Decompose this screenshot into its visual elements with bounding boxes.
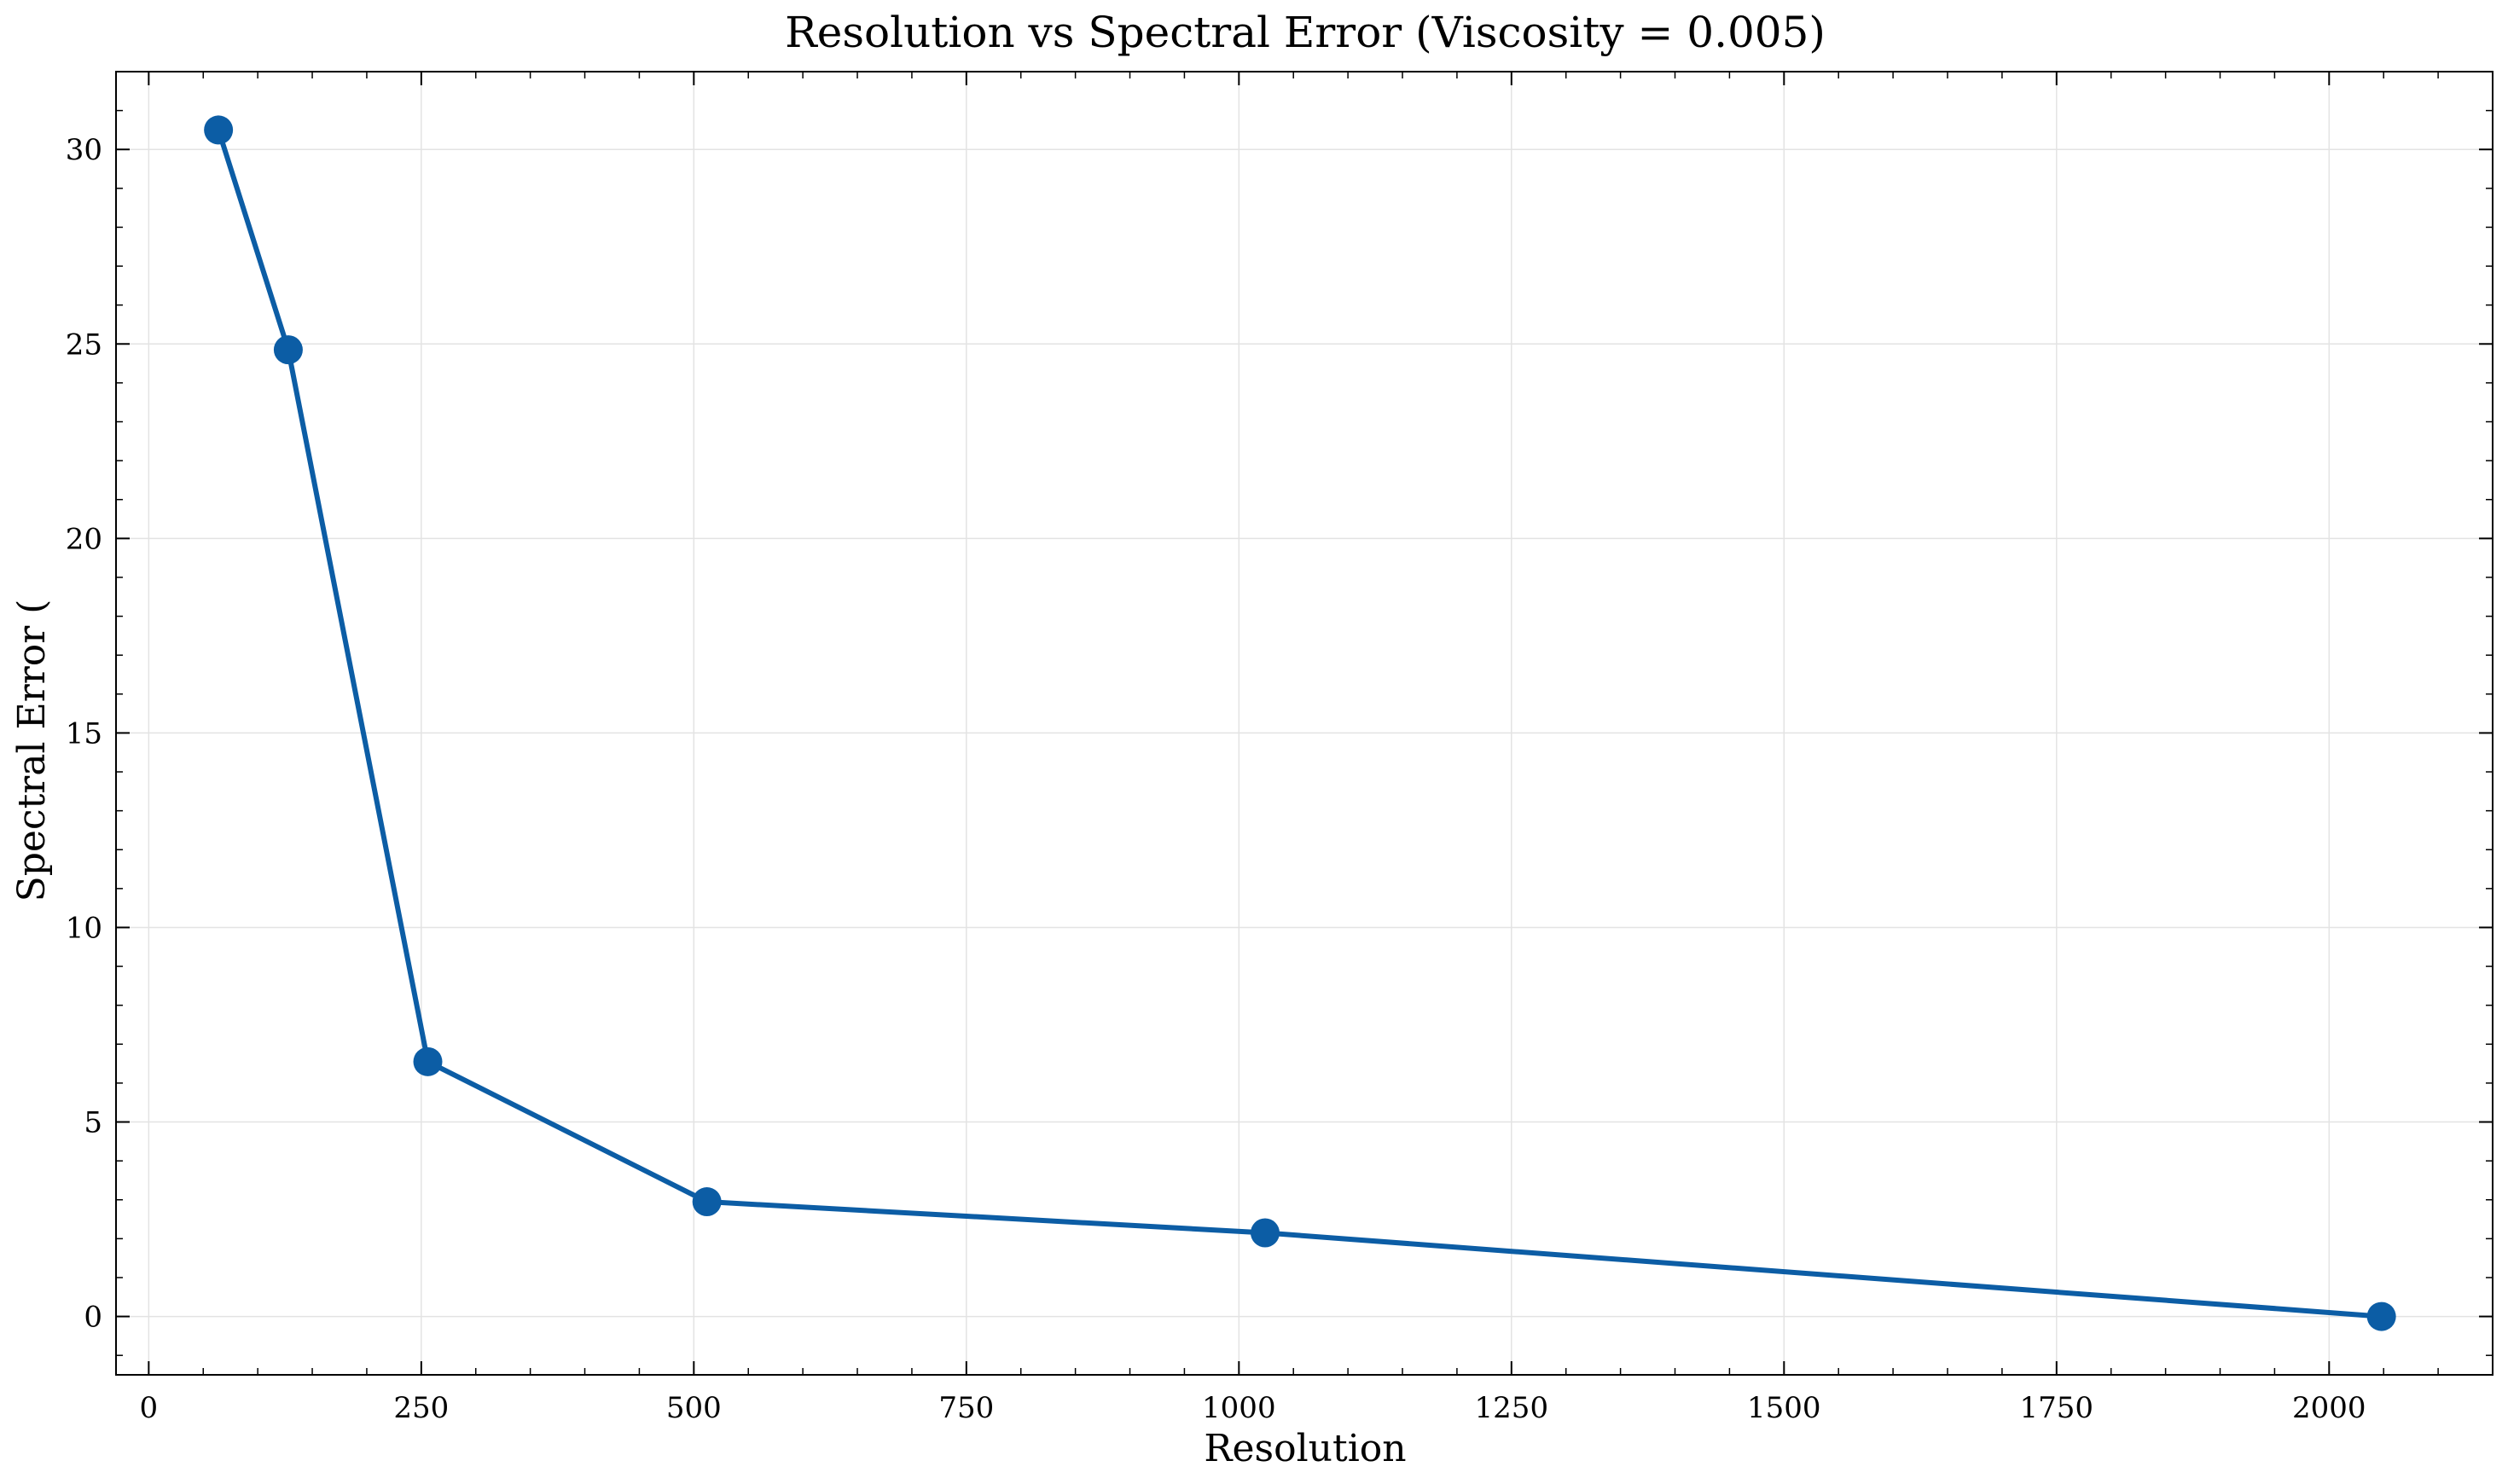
data-point <box>692 1187 722 1217</box>
ticks: 0 250 500 750 1000 1250 1500 1750 2000 0 5 10 15 20 25… <box>66 72 2493 1425</box>
axes <box>115 71 2493 1376</box>
y-tick-label: 25 <box>66 328 102 362</box>
y-tick-label: 5 <box>84 1106 102 1140</box>
data-point <box>273 335 303 365</box>
y-axis-label: Spectral Error ( <box>10 600 54 902</box>
y-tick-label: 30 <box>66 133 102 167</box>
chart-title: Resolution vs Spectral Error (Viscosity … <box>785 8 1826 57</box>
x-tick-label: 2000 <box>2292 1391 2366 1425</box>
plot-frame <box>115 71 2493 1376</box>
data-point <box>2366 1301 2396 1331</box>
x-tick-label: 250 <box>393 1391 449 1425</box>
x-tick-label: 1750 <box>2020 1391 2094 1425</box>
x-tick-label: 750 <box>938 1391 994 1425</box>
x-tick-label: 500 <box>666 1391 722 1425</box>
grid <box>116 72 2493 1375</box>
x-tick-label: 1000 <box>1202 1391 1276 1425</box>
y-tick-label: 0 <box>84 1301 102 1335</box>
data-point <box>1250 1218 1280 1248</box>
y-tick-label: 10 <box>66 911 102 945</box>
x-tick-label: 1250 <box>1475 1391 1549 1425</box>
series-layer <box>204 115 2396 1331</box>
x-axis-label: Resolution <box>1204 1427 1406 1470</box>
data-point <box>204 115 234 145</box>
y-tick-label: 15 <box>66 716 102 751</box>
series-line <box>216 129 2382 1319</box>
y-tick-label: 20 <box>66 522 102 556</box>
x-tick-label: 1500 <box>1747 1391 1821 1425</box>
x-tick-label: 0 <box>140 1391 159 1425</box>
data-point <box>413 1046 443 1076</box>
